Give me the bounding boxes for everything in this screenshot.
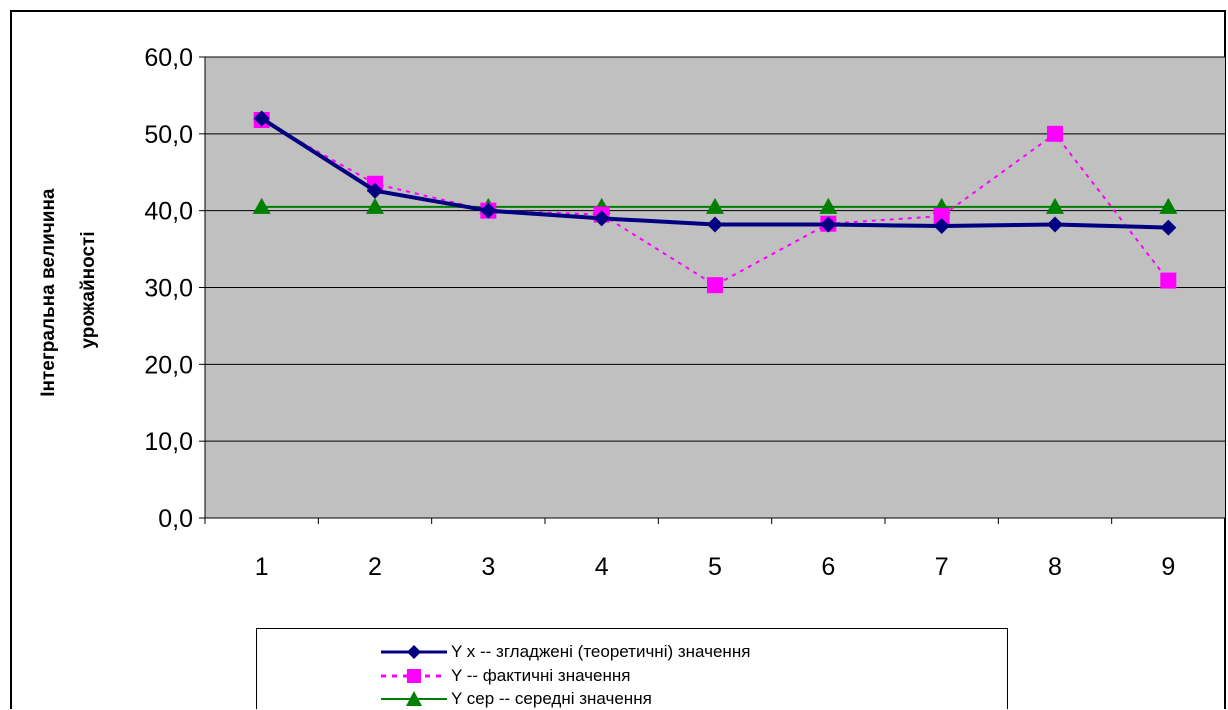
legend-item-actual: Y -- фактичні значення: [381, 665, 630, 687]
triangle-marker: [819, 197, 838, 214]
series: [252, 110, 1178, 294]
diamond-marker: [933, 218, 950, 235]
diamond-marker: [593, 210, 610, 227]
legend-marker-mean: [381, 691, 447, 706]
y-tick-label: 40,0: [144, 198, 193, 226]
diamond-marker: [253, 110, 270, 127]
diamond-marker: [367, 182, 383, 199]
y-tick-label: 10,0: [144, 428, 193, 456]
legend-marker-actual: [381, 669, 447, 683]
x-tick-label: 7: [935, 553, 949, 581]
legend-item-smoothed: Y x -- згладжені (теоретичні) значення: [381, 641, 750, 663]
square-marker: [707, 277, 723, 294]
legend-label-smoothed: Y x -- згладжені (теоретичні) значення: [451, 642, 751, 661]
x-tick-label: 5: [708, 553, 722, 581]
diamond-marker: [707, 216, 723, 233]
diamond-marker: [1160, 219, 1177, 236]
x-tick-label: 2: [368, 553, 382, 581]
line-chart: 0,0 10,0 20,0 30,0 40,0 50,0 60,0 1 2 3 4 5 6 7 8 9 Ін…: [38, 44, 1226, 581]
legend-label-mean: Y сер -- середні значення: [451, 689, 652, 708]
square-marker: [933, 208, 950, 225]
square-marker: [1160, 272, 1177, 289]
x-tick-label: 9: [1161, 553, 1175, 581]
x-tick-label: 8: [1048, 553, 1062, 581]
y-axis-title: Інтегральна величина урожайності: [38, 183, 99, 397]
legend: Y x -- згладжені (теоретичні) значення Y…: [256, 628, 1008, 709]
y-tick-label: 20,0: [144, 351, 193, 379]
series-line-2: [261, 119, 1170, 287]
triangle-marker: [366, 197, 384, 214]
triangle-marker: [706, 197, 724, 214]
y-tick-label: 0,0: [158, 505, 193, 533]
y-tick-label: 60,0: [144, 44, 193, 72]
y-ticks: 0,0 10,0 20,0 30,0 40,0 50,0 60,0: [144, 44, 205, 533]
x-tick-label: 6: [821, 553, 835, 581]
x-tick-label: 3: [481, 553, 495, 581]
x-ticks: 1 2 3 4 5 6 7 8 9: [204, 518, 1226, 581]
legend-label-actual: Y -- фактичні значення: [451, 666, 631, 685]
triangle-marker: [1046, 197, 1064, 214]
triangle-marker: [1159, 197, 1178, 214]
diamond-marker: [480, 202, 497, 219]
diamond-marker: [1047, 216, 1063, 233]
y-tick-label: 30,0: [144, 275, 193, 303]
legend-marker-smoothed: [381, 645, 447, 659]
x-tick-label: 1: [255, 553, 269, 581]
square-marker: [1047, 125, 1063, 142]
diamond-marker: [820, 216, 837, 233]
legend-item-mean: Y сер -- середні значення: [381, 688, 652, 710]
y-axis-title-line-1: Інтегральна величина: [38, 188, 59, 397]
y-axis-title-line-2: урожайності: [78, 231, 99, 348]
x-tick-label: 4: [595, 553, 609, 581]
y-tick-label: 50,0: [144, 121, 193, 149]
triangle-marker: [252, 197, 271, 214]
